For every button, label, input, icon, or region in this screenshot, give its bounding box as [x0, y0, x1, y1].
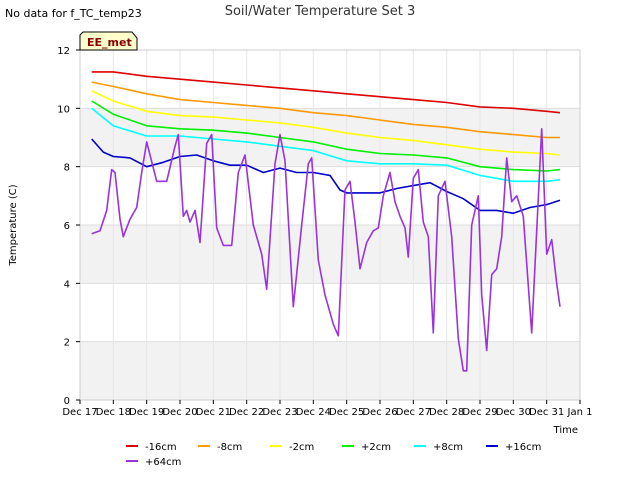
site-badge-label: EE_met [87, 36, 132, 49]
chart-title: Soil/Water Temperature Set 3 [225, 4, 416, 19]
legend-label: +2cm [361, 442, 391, 453]
legend-item: +16cm [486, 442, 541, 453]
y-tick-label: 12 [57, 46, 70, 57]
legend: -16cm -8cm -2cm +2cm +8cm +16cm +64cm [126, 442, 541, 468]
y-axis-label: Temperature (C) [8, 184, 19, 266]
x-tick-label: Dec 27 [396, 407, 431, 418]
legend-label: +16cm [505, 442, 541, 453]
x-tick-label: Dec 31 [529, 407, 564, 418]
series-line-16cm [91, 138, 561, 215]
site-badge: EE_met [79, 31, 138, 51]
legend-label: +8cm [433, 442, 463, 453]
site-badge-shape [79, 31, 138, 51]
y-tick-label: 10 [57, 104, 70, 115]
series-line-16cm [91, 71, 561, 114]
x-tick-label: Dec 21 [196, 407, 231, 418]
legend-item: -8cm [198, 442, 242, 453]
x-tick-label: Dec 25 [329, 407, 364, 418]
x-tick-label: Dec 30 [496, 407, 531, 418]
series-line-2cm [91, 100, 561, 172]
legend-label: +64cm [145, 457, 181, 468]
series-line-64cm [91, 128, 561, 372]
x-tick-label: Dec 28 [429, 407, 464, 418]
x-tick-label: Dec 20 [162, 407, 197, 418]
x-tick-label: Dec 24 [296, 407, 331, 418]
y-tick-label: 0 [64, 396, 70, 407]
x-tick-label: Dec 29 [462, 407, 497, 418]
no-data-note: No data for f_TC_temp23 [5, 7, 142, 20]
series-line-8cm [91, 107, 561, 183]
x-tick-label: Dec 18 [96, 407, 131, 418]
x-axis-label: Time [553, 425, 578, 436]
plot-band [80, 225, 580, 284]
legend-item: +64cm [126, 457, 181, 468]
x-tick-label: Dec 22 [229, 407, 264, 418]
legend-item: -16cm [126, 442, 177, 453]
plot-band [80, 108, 580, 167]
series-line-8cm [91, 81, 560, 139]
legend-label: -16cm [145, 442, 177, 453]
legend-item: -2cm [270, 442, 314, 453]
y-tick-label: 6 [64, 221, 70, 232]
legend-item: +8cm [414, 442, 463, 453]
series-line-2cm [91, 90, 561, 156]
legend-label: -2cm [289, 442, 314, 453]
y-tick-label: 4 [64, 279, 70, 290]
series-layer [91, 71, 561, 372]
x-tick-label: Jan 1 [567, 407, 593, 418]
legend-label: -8cm [217, 442, 242, 453]
plot-band [80, 341, 580, 400]
legend-item: +2cm [342, 442, 391, 453]
y-tick-label: 2 [64, 338, 70, 349]
x-tick-label: Dec 19 [129, 407, 164, 418]
y-tick-label: 8 [64, 163, 70, 174]
x-tick-label: Dec 23 [262, 407, 297, 418]
x-tick-label: Dec 17 [62, 407, 97, 418]
x-tick-label: Dec 26 [362, 407, 397, 418]
